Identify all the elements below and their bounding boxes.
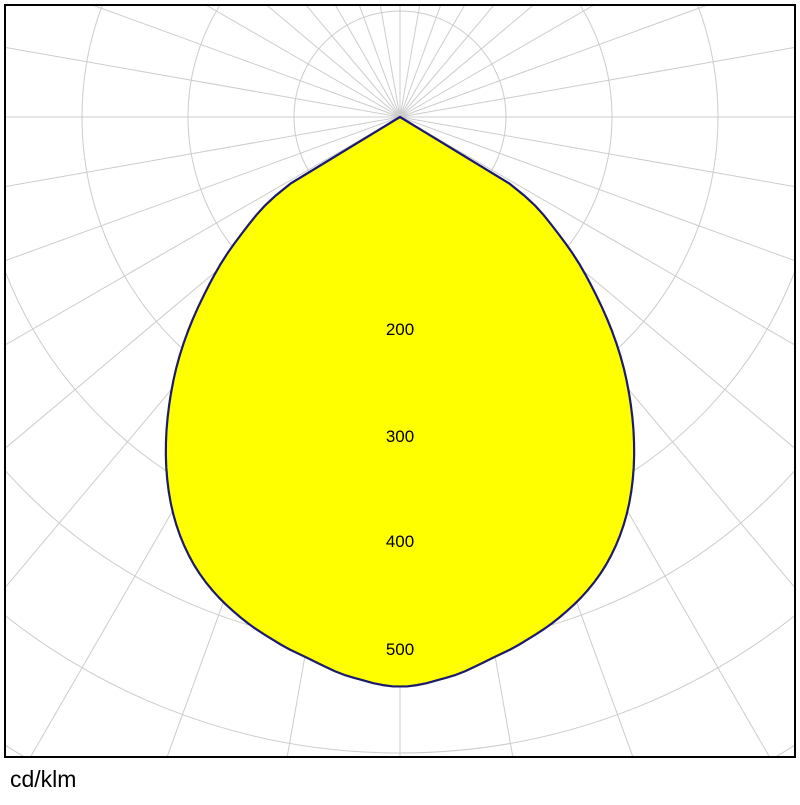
svg-text:400: 400	[386, 532, 414, 551]
svg-text:500: 500	[386, 640, 414, 659]
svg-text:cd/klm: cd/klm	[10, 766, 76, 792]
svg-text:200: 200	[386, 320, 414, 339]
svg-text:300: 300	[386, 427, 414, 446]
